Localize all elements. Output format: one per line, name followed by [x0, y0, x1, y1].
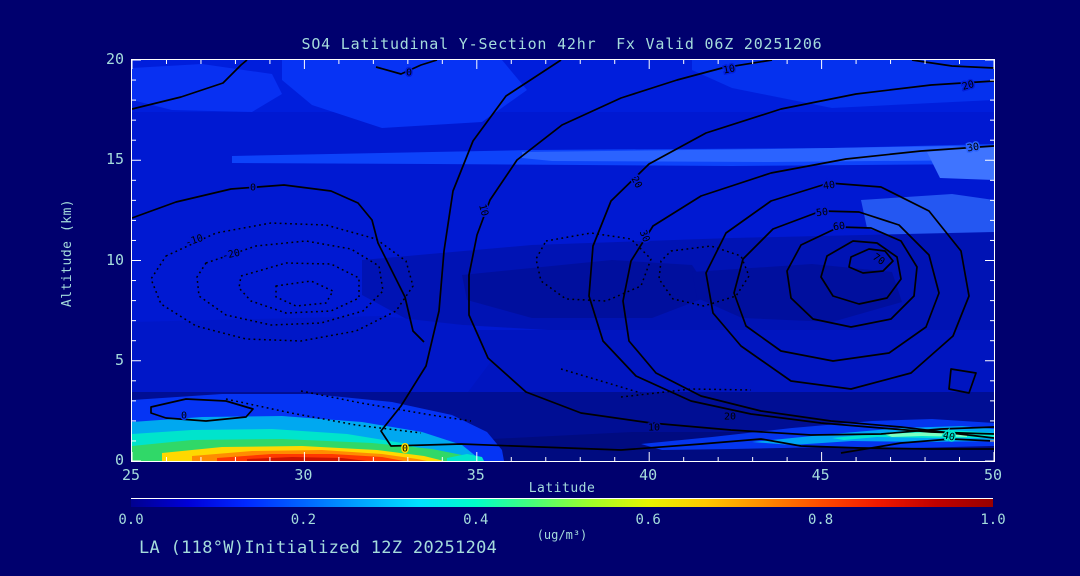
axis-ticks: [132, 60, 994, 461]
x-tick-label: 45: [811, 466, 830, 484]
x-tick-label: 30: [294, 466, 313, 484]
contour-label: 0: [250, 183, 256, 194]
footer-annotation: LA (118°W)Initialized 12Z 20251204: [139, 538, 498, 558]
colorbar-tick-label: 0.8: [807, 512, 834, 528]
x-axis-label: Latitude: [528, 481, 596, 496]
colorbar-gradient: [131, 499, 993, 507]
contour-label: 40: [942, 430, 956, 443]
y-tick-label: 10: [105, 250, 124, 269]
contour-fill-layer: [132, 60, 994, 461]
contour-label: 0: [181, 411, 187, 422]
plot-title: SO4 Latitudinal Y-Section 42hr Fx Valid …: [301, 35, 823, 53]
x-tick-label: 50: [983, 466, 1003, 484]
y-tick-label: 20: [105, 50, 124, 68]
contour-lines-layer: [132, 60, 994, 454]
colorbar-tick-label: 0.2: [290, 512, 317, 528]
y-tick-label: 15: [105, 150, 124, 169]
colorbar: [131, 498, 993, 507]
contour-label: -20: [221, 248, 241, 263]
contour-label: 20: [724, 412, 736, 423]
contour-label: 0: [406, 68, 412, 79]
x-tick-label: 25: [121, 466, 141, 484]
contour-label: 20: [961, 79, 975, 93]
colorbar-unit: (ug/m³): [536, 528, 588, 542]
contour-label: 0: [402, 444, 408, 455]
contour-label: 60: [832, 221, 845, 234]
plot-area: 0 -10 -20 0 0 0 10 20 30 10 20 30 40 50 60 70 10 20 40: [131, 59, 995, 462]
colorbar-tick-label: 1.0: [980, 512, 1006, 528]
x-tick-label: 35: [466, 466, 485, 484]
y-tick-label: 5: [114, 350, 124, 369]
y-tick-label: 0: [114, 451, 124, 469]
contour-label: 50: [815, 207, 828, 220]
colorbar-tick-label: 0.0: [118, 512, 144, 528]
colorbar-tick-label: 0.6: [635, 512, 661, 528]
contour-label: 30: [966, 142, 980, 155]
contour-label: 10: [476, 203, 490, 217]
contour-label: 40: [822, 180, 835, 193]
contour-label: 10: [722, 63, 736, 76]
x-tick-label: 40: [639, 466, 658, 484]
contour-label: 10: [648, 423, 660, 434]
colorbar-tick-label: 0.4: [463, 512, 489, 528]
